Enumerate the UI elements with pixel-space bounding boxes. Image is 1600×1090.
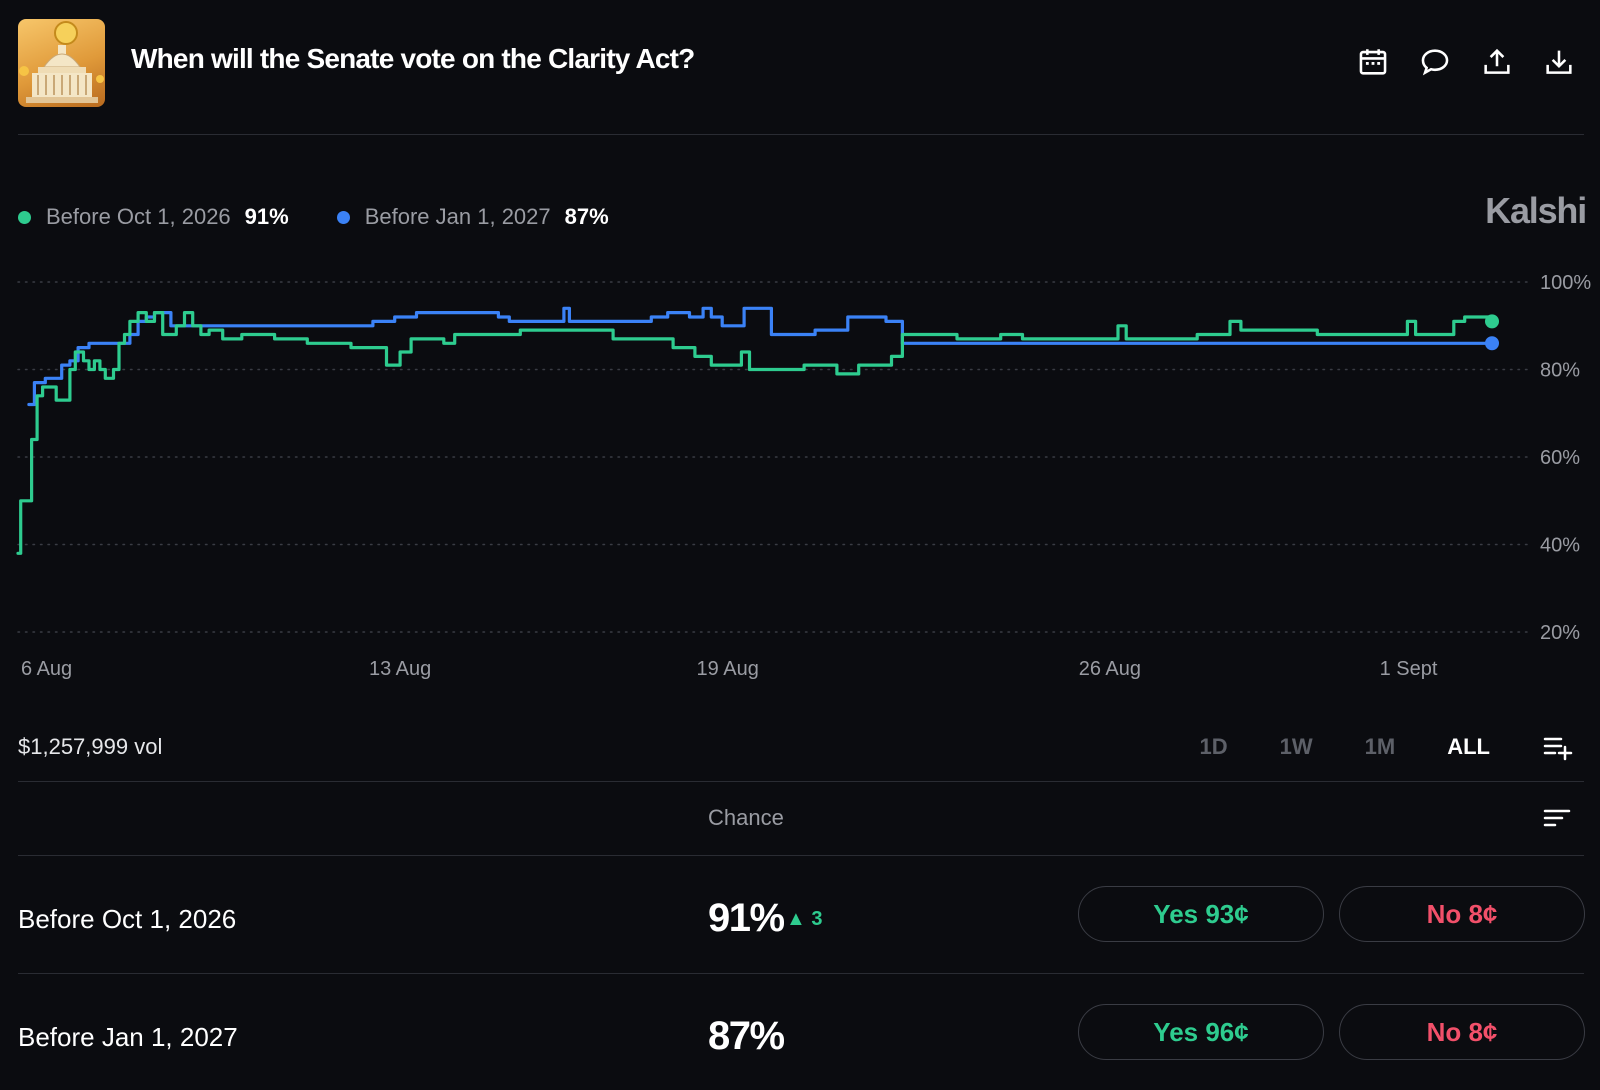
download-icon[interactable] bbox=[1542, 45, 1576, 79]
row-divider bbox=[18, 973, 1584, 974]
share-icon[interactable] bbox=[1480, 45, 1514, 79]
x-tick-label: 26 Aug bbox=[1079, 658, 1141, 680]
x-tick-label: 13 Aug bbox=[369, 658, 431, 680]
range-all[interactable]: ALL bbox=[1447, 734, 1490, 759]
range-selector: 1D 1W 1M ALL bbox=[1148, 734, 1490, 760]
table-row: Before Jan 1, 2027 87% Yes 96¢ No 8¢ bbox=[18, 1004, 1585, 1074]
range-1d[interactable]: 1D bbox=[1199, 734, 1228, 759]
legend-item-jan-2027[interactable]: Before Jan 1, 2027 87% bbox=[336, 204, 609, 230]
calendar-icon[interactable] bbox=[1356, 45, 1390, 79]
price-chart[interactable]: 100% 80% 60% 40% 20% 6 Aug 13 Aug 19 Aug 26 Aug 1… bbox=[0, 260, 1600, 690]
chance-column-header: Chance bbox=[708, 805, 784, 830]
chart-legend: Before Oct 1, 2026 91% Before Jan 1, 202… bbox=[18, 204, 657, 230]
y-tick-label: 60% bbox=[1540, 447, 1580, 469]
y-tick-label: 20% bbox=[1540, 622, 1580, 644]
legend-value: 87% bbox=[564, 204, 609, 229]
x-tick-label: 19 Aug bbox=[697, 658, 759, 680]
range-1w[interactable]: 1W bbox=[1279, 734, 1313, 759]
table-row: Before Oct 1, 2026 91% ▲ 3 Yes 93¢ No 8¢ bbox=[18, 886, 1585, 956]
table-header-divider bbox=[18, 855, 1584, 856]
chance-change-badge: ▲ 3 bbox=[786, 908, 823, 930]
buy-no-button[interactable]: No 8¢ bbox=[1339, 886, 1585, 942]
comment-icon[interactable] bbox=[1418, 45, 1452, 79]
legend-value: 91% bbox=[244, 204, 289, 229]
y-tick-label: 100% bbox=[1540, 272, 1591, 294]
series-end-point bbox=[1485, 336, 1499, 351]
buy-no-button[interactable]: No 8¢ bbox=[1339, 1004, 1585, 1060]
x-tick-label: 6 Aug bbox=[21, 658, 72, 680]
legend-label: Before Oct 1, 2026 bbox=[46, 204, 231, 229]
legend-dot-blue bbox=[336, 210, 350, 224]
outcome-chance: 87% bbox=[708, 1014, 785, 1058]
capitol-icon bbox=[19, 21, 104, 103]
series-end-point bbox=[1485, 314, 1499, 329]
series-line bbox=[27, 306, 1494, 407]
legend-item-oct-2026[interactable]: Before Oct 1, 2026 91% bbox=[18, 204, 289, 230]
page-title: When will the Senate vote on the Clarity… bbox=[131, 43, 695, 74]
brand-logo: Kalshi bbox=[1485, 190, 1587, 231]
y-tick-label: 80% bbox=[1540, 360, 1580, 382]
footer-divider bbox=[18, 781, 1584, 782]
buy-yes-button[interactable]: Yes 93¢ bbox=[1078, 886, 1324, 942]
buy-yes-button[interactable]: Yes 96¢ bbox=[1078, 1004, 1324, 1060]
outcome-label: Before Jan 1, 2027 bbox=[18, 1022, 238, 1052]
header-divider bbox=[18, 134, 1584, 135]
legend-label: Before Jan 1, 2027 bbox=[364, 204, 551, 229]
range-1m[interactable]: 1M bbox=[1364, 734, 1396, 759]
legend-dot-green bbox=[18, 210, 31, 224]
outcome-label: Before Oct 1, 2026 bbox=[18, 904, 237, 934]
outcome-chance: 91% bbox=[708, 896, 785, 940]
add-to-list-icon[interactable] bbox=[1542, 734, 1574, 762]
market-thumbnail[interactable] bbox=[18, 19, 105, 107]
volume-text: $1,257,999 vol bbox=[18, 734, 163, 759]
market-header: When will the Senate vote on the Clarity… bbox=[18, 19, 1584, 107]
series-line bbox=[16, 311, 1494, 555]
y-tick-label: 40% bbox=[1540, 535, 1580, 557]
sort-icon[interactable] bbox=[1542, 806, 1572, 832]
x-tick-label: 1 Sept bbox=[1380, 658, 1438, 680]
